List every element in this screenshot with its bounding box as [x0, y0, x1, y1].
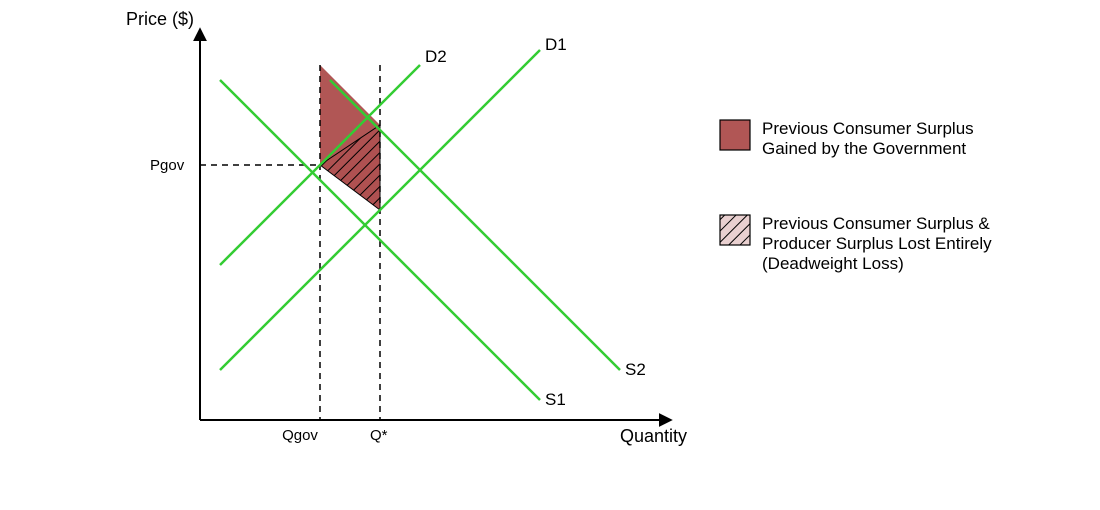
legend-swatch-0 [720, 120, 750, 150]
legend-text-1-1: Producer Surplus Lost Entirely [762, 234, 992, 253]
legend-text-0-1: Gained by the Government [762, 139, 966, 158]
tick-pgov: Pgov [150, 157, 185, 174]
tick-qstar: Q* [370, 427, 388, 444]
label-d2: D2 [425, 47, 447, 66]
legend-text-1-0: Previous Consumer Surplus & [762, 214, 990, 233]
label-s1: S1 [545, 390, 566, 409]
label-d1: D1 [545, 35, 567, 54]
legend-text-1-2: (Deadweight Loss) [762, 254, 904, 273]
x-axis-label: Quantity [620, 426, 687, 446]
y-axis-label: Price ($) [126, 9, 194, 29]
canvas-bg [0, 0, 1100, 510]
label-s2: S2 [625, 360, 646, 379]
legend-swatch-1 [720, 215, 750, 245]
legend-text-0-0: Previous Consumer Surplus [762, 119, 974, 138]
tick-qgov: Qgov [282, 427, 318, 444]
